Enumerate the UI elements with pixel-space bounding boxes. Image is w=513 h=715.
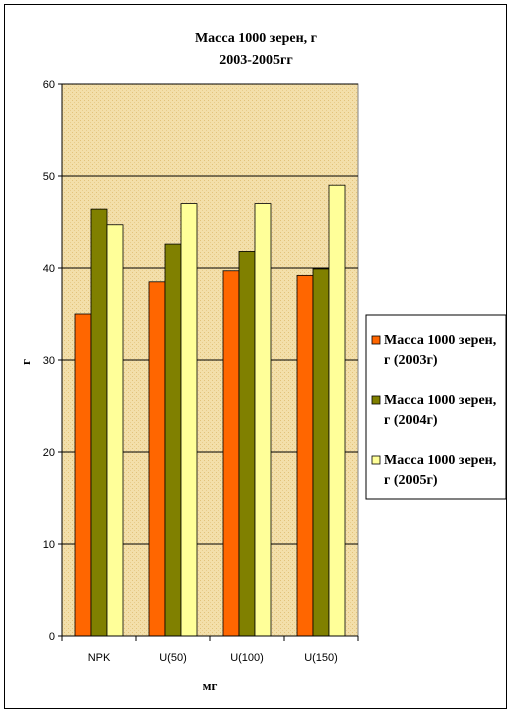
- legend-label: Масса 1000 зерен, г (2003г): [384, 333, 496, 368]
- legend-swatch: [371, 335, 381, 345]
- bar: [74, 313, 92, 637]
- chart-title: Масса 1000 зерен, г: [195, 31, 317, 46]
- x-tick-label: U(100): [230, 652, 264, 664]
- legend-label: Масса 1000 зерен, г (2004г): [384, 393, 496, 428]
- bar: [254, 203, 272, 637]
- bar: [164, 243, 182, 637]
- bar: [148, 281, 166, 637]
- bars: [74, 184, 346, 637]
- x-axis: NPK U(50) U(100) U(150): [61, 635, 359, 664]
- legend-label: Масса 1000 зерен, г (2005г): [384, 453, 496, 488]
- x-tick-label: U(150): [304, 652, 338, 664]
- bar: [222, 270, 240, 637]
- y-tick-label: 10: [43, 539, 55, 551]
- legend-box: [365, 314, 507, 500]
- y-tick-label: 30: [43, 355, 55, 367]
- legend-swatch: [371, 455, 381, 465]
- legend-swatch: [371, 395, 381, 405]
- chart-subtitle: 2003-2005гг: [219, 53, 292, 68]
- bar: [106, 224, 124, 637]
- bar: [180, 203, 198, 637]
- legend: Масса 1000 зерен, г (2003г) Масса 1000 зер…: [365, 314, 507, 500]
- y-tick-label: 0: [49, 631, 55, 643]
- x-axis-title: мг: [203, 678, 218, 693]
- bar: [90, 208, 108, 637]
- x-tick-label: NPK: [88, 652, 111, 664]
- y-axis: 0 10 20 30 40 50 60: [43, 79, 63, 643]
- bar: [296, 274, 314, 637]
- bar: [312, 268, 330, 637]
- y-axis-title: г: [18, 359, 33, 365]
- y-tick-label: 20: [43, 447, 55, 459]
- y-tick-label: 40: [43, 263, 55, 275]
- y-tick-label: 60: [43, 79, 55, 91]
- bar: [328, 184, 346, 637]
- y-tick-label: 50: [43, 171, 55, 183]
- x-tick-label: U(50): [159, 652, 187, 664]
- bar: [238, 251, 256, 637]
